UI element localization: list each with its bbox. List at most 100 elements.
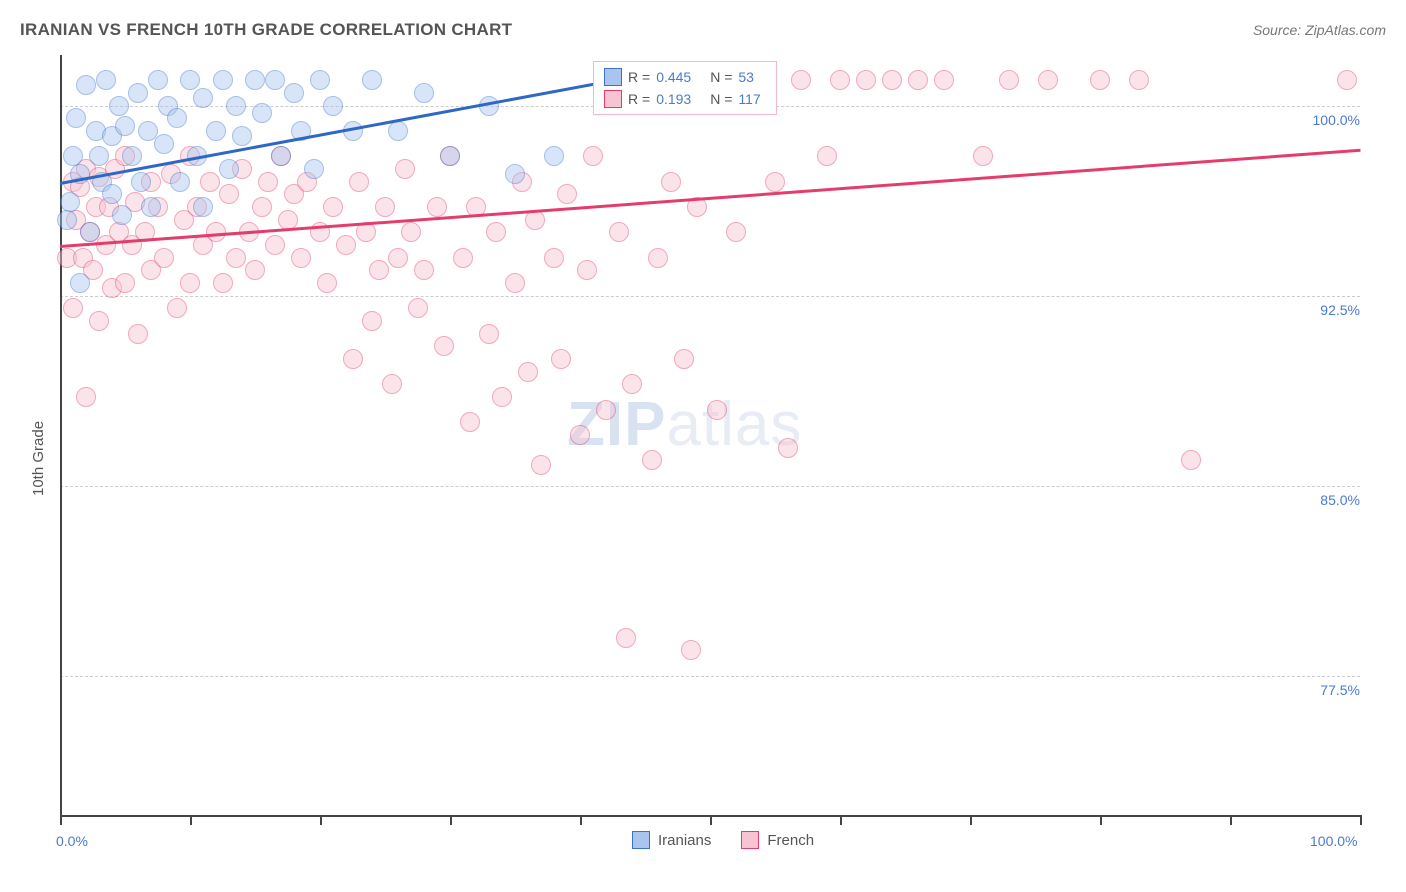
data-point: [479, 324, 499, 344]
data-point: [109, 96, 129, 116]
data-point: [609, 222, 629, 242]
legend-stats-row: R =0.445N =53: [604, 66, 766, 88]
x-tick: [450, 815, 452, 825]
legend-item: Iranians: [632, 831, 711, 849]
data-point: [616, 628, 636, 648]
data-point: [336, 235, 356, 255]
data-point: [414, 260, 434, 280]
x-tick: [710, 815, 712, 825]
legend-swatch: [604, 68, 622, 86]
legend-r-value: 0.445: [656, 69, 704, 85]
data-point: [96, 70, 116, 90]
y-tick-label: 92.5%: [1300, 302, 1360, 318]
legend-r-value: 0.193: [656, 91, 704, 107]
data-point: [252, 197, 272, 217]
data-point: [193, 197, 213, 217]
data-point: [180, 273, 200, 293]
data-point: [460, 412, 480, 432]
data-point: [1129, 70, 1149, 90]
data-point: [193, 88, 213, 108]
data-point: [271, 146, 291, 166]
chart-title: IRANIAN VS FRENCH 10TH GRADE CORRELATION…: [20, 20, 512, 40]
x-tick: [840, 815, 842, 825]
legend-label: Iranians: [658, 832, 711, 849]
data-point: [232, 126, 252, 146]
data-point: [317, 273, 337, 293]
data-point: [310, 70, 330, 90]
data-point: [323, 96, 343, 116]
data-point: [505, 164, 525, 184]
data-point: [726, 222, 746, 242]
y-axis: [60, 55, 62, 815]
data-point: [80, 222, 100, 242]
data-point: [674, 349, 694, 369]
grid-line: [60, 296, 1360, 297]
data-point: [395, 159, 415, 179]
data-point: [642, 450, 662, 470]
data-point: [148, 70, 168, 90]
data-point: [112, 205, 132, 225]
data-point: [102, 184, 122, 204]
data-point: [219, 184, 239, 204]
data-point: [382, 374, 402, 394]
legend-stats-row: R =0.193N =117: [604, 88, 766, 110]
legend-item: French: [741, 831, 814, 849]
data-point: [505, 273, 525, 293]
legend-bottom: Iranians French: [632, 831, 814, 849]
data-point: [213, 273, 233, 293]
data-point: [206, 121, 226, 141]
data-point: [388, 121, 408, 141]
x-tick: [190, 815, 192, 825]
data-point: [440, 146, 460, 166]
data-point: [89, 311, 109, 331]
data-point: [1181, 450, 1201, 470]
data-point: [89, 146, 109, 166]
data-point: [170, 172, 190, 192]
data-point: [258, 172, 278, 192]
x-tick: [60, 815, 62, 825]
data-point: [265, 70, 285, 90]
data-point: [70, 273, 90, 293]
x-tick: [580, 815, 582, 825]
legend-stats: R =0.445N =53R =0.193N =117: [593, 61, 777, 115]
y-tick-label: 100.0%: [1300, 112, 1360, 128]
data-point: [167, 108, 187, 128]
x-tick: [320, 815, 322, 825]
grid-line: [60, 486, 1360, 487]
legend-n-value: 53: [738, 69, 766, 85]
data-point: [304, 159, 324, 179]
data-point: [154, 134, 174, 154]
data-point: [999, 70, 1019, 90]
data-point: [596, 400, 616, 420]
data-point: [349, 172, 369, 192]
data-point: [661, 172, 681, 192]
data-point: [817, 146, 837, 166]
data-point: [375, 197, 395, 217]
data-point: [577, 260, 597, 280]
data-point: [557, 184, 577, 204]
data-point: [362, 70, 382, 90]
data-point: [492, 387, 512, 407]
chart-header: IRANIAN VS FRENCH 10TH GRADE CORRELATION…: [20, 20, 1386, 40]
data-point: [882, 70, 902, 90]
plot-area: 77.5%85.0%92.5%100.0%0.0%100.0%ZIPatlasR…: [60, 55, 1360, 815]
data-point: [414, 83, 434, 103]
data-point: [583, 146, 603, 166]
data-point: [791, 70, 811, 90]
data-point: [408, 298, 428, 318]
data-point: [291, 248, 311, 268]
data-point: [531, 455, 551, 475]
data-point: [141, 197, 161, 217]
data-point: [245, 70, 265, 90]
data-point: [343, 349, 363, 369]
data-point: [856, 70, 876, 90]
x-tick: [970, 815, 972, 825]
data-point: [453, 248, 473, 268]
x-tick: [1230, 815, 1232, 825]
data-point: [115, 273, 135, 293]
data-point: [213, 70, 233, 90]
data-point: [66, 108, 86, 128]
data-point: [1337, 70, 1357, 90]
data-point: [388, 248, 408, 268]
data-point: [323, 197, 343, 217]
